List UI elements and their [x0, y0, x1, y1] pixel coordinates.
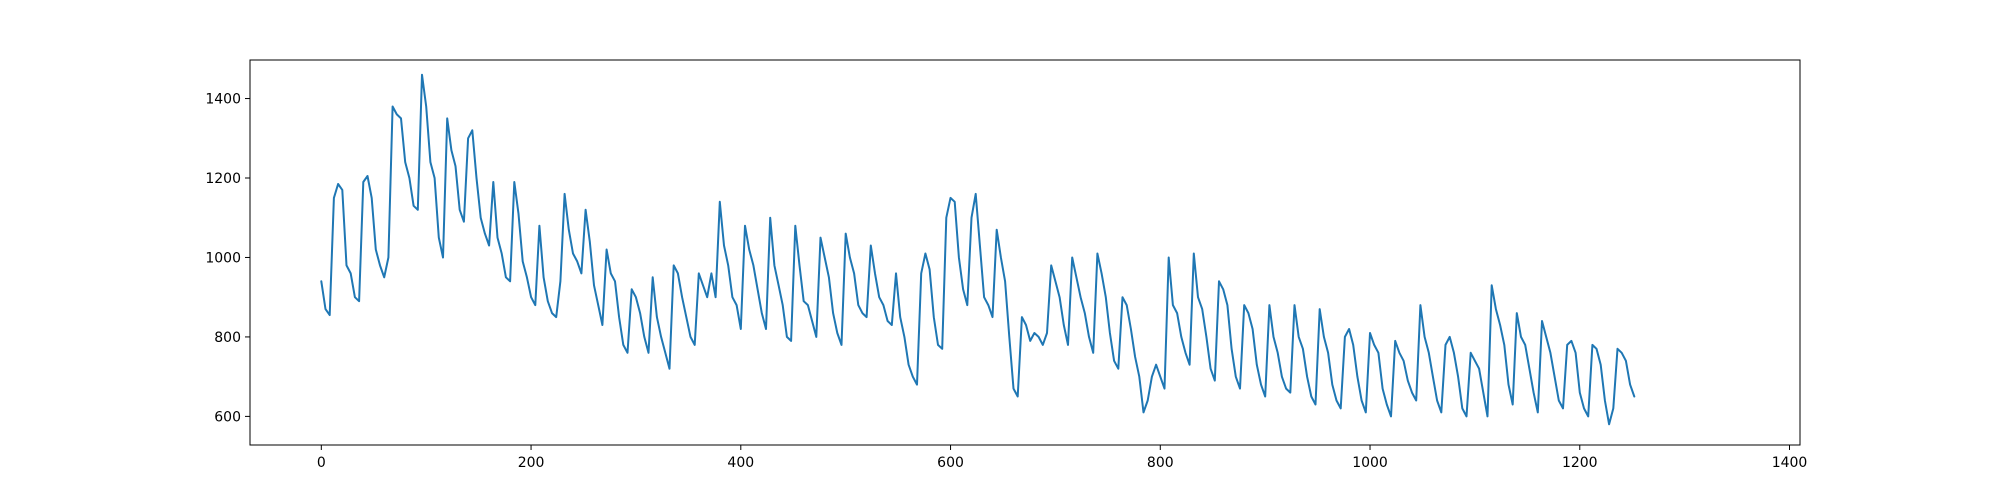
x-tick-label: 800: [1147, 455, 1174, 471]
x-tick-label: 600: [937, 455, 964, 471]
x-tick-label: 400: [727, 455, 754, 471]
x-tick-label: 1400: [1772, 455, 1808, 471]
y-tick-label: 800: [214, 330, 241, 346]
x-tick-label: 1000: [1352, 455, 1388, 471]
y-tick-label: 600: [214, 409, 241, 425]
y-tick-label: 1000: [205, 250, 241, 266]
x-tick-label: 0: [317, 455, 326, 471]
plot-area-frame: [249, 59, 1801, 446]
x-tick-label: 1200: [1562, 455, 1598, 471]
y-axis: 600 800 1000 1200 1400: [205, 92, 250, 425]
series-layer: [320, 73, 1636, 426]
x-tick-label: 200: [518, 455, 545, 471]
y-tick-label: 1400: [205, 92, 241, 108]
x-axis: 0 200 400 600 800 1000 1200 1400: [317, 445, 1807, 471]
series-line: [320, 73, 1636, 426]
y-tick-label: 1200: [205, 171, 241, 187]
